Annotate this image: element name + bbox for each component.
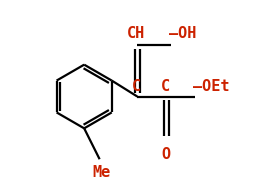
Text: Me: Me — [92, 165, 111, 180]
Text: C: C — [132, 79, 141, 94]
Text: O: O — [162, 147, 171, 162]
Text: C: C — [161, 79, 170, 94]
Text: —OH: —OH — [169, 25, 197, 41]
Text: CH: CH — [127, 25, 145, 41]
Text: —OEt: —OEt — [193, 79, 230, 94]
